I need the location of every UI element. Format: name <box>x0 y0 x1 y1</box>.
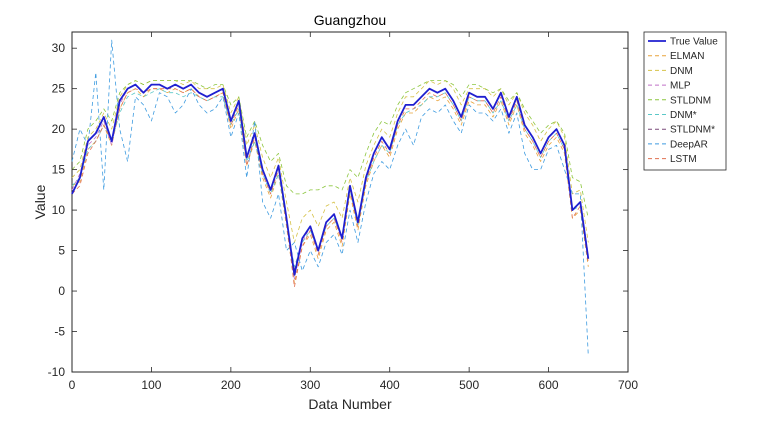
legend-label: True Value <box>670 37 718 48</box>
y-tick-label: 0 <box>58 284 65 298</box>
series-line-true-value <box>71 83 590 276</box>
legend-items: True Value ELMAN DNM MLP STLDNM DNM* STLDNM* De… <box>648 37 718 165</box>
chart-title: Guangzhou <box>314 12 386 28</box>
legend-label: DNM <box>670 66 693 77</box>
legend-label: LSTM <box>670 154 697 165</box>
plot-area: 0 100 200 300 400 500 600 700 -10 -5 0 5 10 15 20 25 30 <box>48 31 638 392</box>
legend-label: ELMAN <box>670 51 704 62</box>
series-layer <box>71 39 590 356</box>
y-tick-label: 30 <box>52 41 66 55</box>
y-axis: -10 -5 0 5 10 15 20 25 30 <box>48 41 628 379</box>
y-tick-label: 10 <box>52 203 66 217</box>
plot-frame <box>71 31 629 373</box>
x-tick-label: 700 <box>618 378 638 392</box>
x-tick-label: 200 <box>221 378 241 392</box>
legend-label: DeepAR <box>670 139 708 150</box>
y-axis-title: Value <box>32 184 48 219</box>
series-line-stldnm <box>71 80 589 219</box>
legend: True Value ELMAN DNM MLP STLDNM DNM* STLDNM* De… <box>643 31 727 171</box>
y-tick-label: -5 <box>54 325 65 339</box>
legend-label: STLDNM <box>670 95 711 106</box>
y-tick-label: 25 <box>52 82 66 96</box>
x-tick-label: 500 <box>459 378 479 392</box>
legend-label: MLP <box>670 81 691 92</box>
x-tick-label: 0 <box>69 378 76 392</box>
y-tick-label: 15 <box>52 163 66 177</box>
x-tick-label: 100 <box>141 378 161 392</box>
series-line-lstm <box>71 88 589 288</box>
y-tick-label: -10 <box>48 365 66 379</box>
series-line-deepar <box>71 39 589 356</box>
y-tick-label: 5 <box>58 244 65 258</box>
x-tick-label: 300 <box>300 378 320 392</box>
x-axis-title: Data Number <box>308 396 392 412</box>
legend-label: STLDNM* <box>670 125 715 136</box>
y-tick-label: 20 <box>52 122 66 136</box>
x-tick-label: 400 <box>380 378 400 392</box>
x-axis: 0 100 200 300 400 500 600 700 <box>69 32 638 392</box>
series-line-elman <box>71 88 589 284</box>
x-tick-label: 600 <box>539 378 559 392</box>
legend-label: DNM* <box>670 110 697 121</box>
series-line-dnm <box>71 88 589 268</box>
legend-box <box>643 31 727 171</box>
